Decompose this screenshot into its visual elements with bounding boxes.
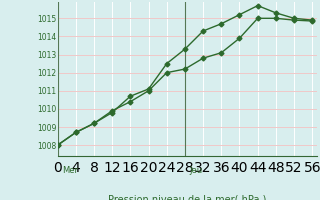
X-axis label: Pression niveau de la mer( hPa ): Pression niveau de la mer( hPa ) [108,194,266,200]
Text: Mer: Mer [62,166,78,175]
Text: Jeu: Jeu [189,166,203,175]
